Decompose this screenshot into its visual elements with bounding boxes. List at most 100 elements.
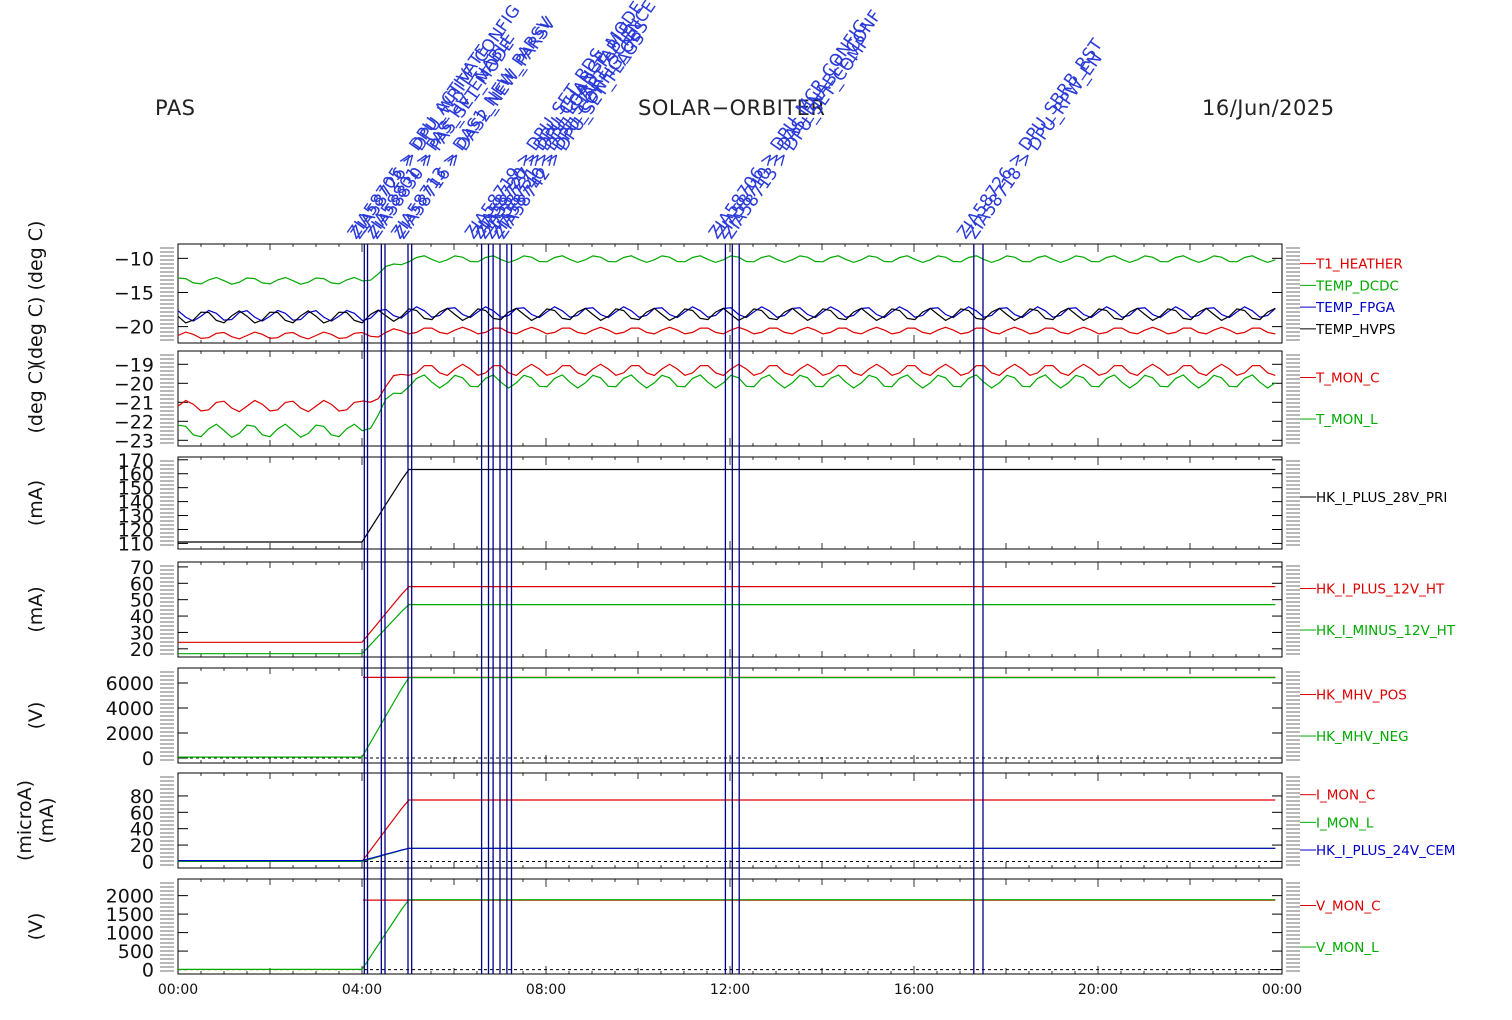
event-lines bbox=[363, 244, 984, 974]
legend-label-hk_i_plus_28v_pri: HK_I_PLUS_28V_PRI bbox=[1316, 490, 1447, 506]
y-tick-label: 30 bbox=[130, 622, 154, 644]
y-axis-label: (mA) bbox=[25, 480, 47, 526]
series-line-i_mon_c bbox=[178, 799, 1276, 862]
y-tick-label: 110 bbox=[118, 533, 154, 555]
y-tick-label: 40 bbox=[130, 606, 154, 628]
y-tick-label: −10 bbox=[114, 248, 154, 270]
series-line-i_mon_l bbox=[178, 847, 1276, 862]
y-tick-label: 1500 bbox=[106, 904, 154, 926]
y-tick-label: 60 bbox=[130, 802, 154, 824]
y-axis-label: (microA) bbox=[14, 780, 36, 861]
y-tick-label: 140 bbox=[118, 492, 154, 514]
y-axis-label: (V) bbox=[25, 702, 47, 730]
series-line-hk_i_plus_12v_ht bbox=[178, 586, 1276, 643]
legend-label-t_mon_c: T_MON_C bbox=[1315, 371, 1380, 387]
legend-label-hk_mhv_pos: HK_MHV_POS bbox=[1316, 688, 1407, 704]
event-label: ZIA58713 > DPU_SET_COMP bbox=[719, 33, 874, 243]
y-tick-label: −22 bbox=[114, 411, 154, 433]
y-tick-label: −20 bbox=[114, 317, 154, 339]
series-line-t_mon_c bbox=[177, 363, 1276, 413]
y-axis-label: (deg C) (deg C) bbox=[25, 221, 47, 367]
panel-frame bbox=[177, 456, 1283, 550]
y-tick-label: 80 bbox=[130, 786, 154, 808]
y-tick-label: 0 bbox=[142, 851, 154, 873]
header-right: 16/Jun/2025 bbox=[1202, 96, 1335, 120]
y-axis-label: (mA) bbox=[25, 586, 47, 632]
header-left: PAS bbox=[155, 96, 196, 120]
y-tick-label: −15 bbox=[114, 282, 154, 304]
legend-label-temp_dcdc: TEMP_DCDC bbox=[1315, 278, 1399, 294]
y-tick-label: 120 bbox=[118, 519, 154, 541]
y-tick-label: 170 bbox=[118, 450, 154, 472]
panel-5: 6000 4000 2000 0 (V) HK_MHV_POS HK_MHV_NEG bbox=[25, 667, 1409, 770]
y-axis-label: (deg C) bbox=[25, 364, 47, 434]
legend-label-hk_i_plus_12v_ht: HK_I_PLUS_12V_HT bbox=[1316, 582, 1445, 598]
y-tick-label: −21 bbox=[114, 392, 154, 414]
y-tick-label: 20 bbox=[130, 639, 154, 661]
legend-label-hk_mhv_neg: HK_MHV_NEG bbox=[1316, 729, 1409, 745]
x-tick-label: 16:00 bbox=[894, 982, 934, 998]
legend-label-i_mon_c: I_MON_C bbox=[1316, 788, 1375, 804]
legend-label-hk_i_minus_12v_ht: HK_I_MINUS_12V_HT bbox=[1316, 623, 1456, 639]
x-axis: 00:00 04:00 08:00 12:00 16:00 20:00 00:00 bbox=[158, 982, 1302, 998]
x-tick-label: 00:00 bbox=[158, 982, 198, 998]
legend-label-v_mon_l: V_MON_L bbox=[1316, 940, 1379, 956]
legend-label-i_mon_l: I_MON_L bbox=[1316, 815, 1374, 831]
y-tick-label: 0 bbox=[142, 960, 154, 982]
y-axis-label: (mA) bbox=[36, 797, 58, 843]
y-tick-label: 0 bbox=[142, 748, 154, 770]
x-tick-label: 00:00 bbox=[1262, 982, 1302, 998]
legend-label-t_mon_l: T_MON_L bbox=[1315, 412, 1378, 428]
series-line-t1_heather bbox=[177, 326, 1276, 340]
y-tick-label: 4000 bbox=[106, 698, 154, 720]
y-tick-label: −19 bbox=[114, 354, 154, 376]
y-tick-label: 2000 bbox=[106, 886, 154, 908]
panel-frame bbox=[177, 667, 1283, 764]
y-tick-label: 20 bbox=[130, 835, 154, 857]
x-tick-label: 08:00 bbox=[526, 982, 566, 998]
series-line-hk_i_plus_24v_cem bbox=[178, 847, 1276, 862]
y-axis-label: (V) bbox=[25, 913, 47, 941]
y-tick-label: 40 bbox=[130, 819, 154, 841]
series-line-temp_dcdc bbox=[177, 255, 1276, 285]
panel-frame bbox=[177, 878, 1283, 975]
legend-label-hk_i_plus_24v_cem: HK_I_PLUS_24V_CEM bbox=[1316, 843, 1455, 859]
legend-label-temp_hvps: TEMP_HVPS bbox=[1315, 322, 1395, 338]
header-center: SOLAR−ORBITER bbox=[638, 96, 826, 120]
y-tick-label: 1000 bbox=[106, 923, 154, 945]
y-tick-label: 60 bbox=[130, 573, 154, 595]
legend-label-t1_heather: T1_HEATHER bbox=[1315, 257, 1403, 273]
x-tick-label: 20:00 bbox=[1078, 982, 1118, 998]
panel-1: −10 −15 −20 (deg C) (deg C) T1_HEATHER TEMP_D… bbox=[25, 221, 1403, 367]
legend-label-temp_fpga: TEMP_FPGA bbox=[1315, 300, 1396, 316]
y-tick-label: 6000 bbox=[106, 673, 154, 695]
legend-label-v_mon_c: V_MON_C bbox=[1316, 899, 1381, 915]
y-tick-label: 500 bbox=[118, 941, 154, 963]
series-line-v_mon_l bbox=[178, 899, 1276, 970]
panels: −10 −15 −20 (deg C) (deg C) T1_HEATHER TEMP_D… bbox=[14, 221, 1456, 982]
y-tick-label: 50 bbox=[130, 590, 154, 612]
series-line-hk_i_plus_28v_pri bbox=[178, 468, 1276, 543]
panel-frame bbox=[177, 772, 1283, 869]
y-tick-label: 70 bbox=[130, 557, 154, 579]
event-label: ZIA58718 > DPU_RPW_EN bbox=[963, 49, 1107, 243]
x-tick-label: 12:00 bbox=[710, 982, 750, 998]
series-line-hk_mhv_neg bbox=[178, 677, 1276, 758]
y-tick-label: 150 bbox=[118, 478, 154, 500]
series-line-hk_i_minus_12v_ht bbox=[178, 604, 1276, 655]
y-tick-label: −20 bbox=[114, 373, 154, 395]
y-tick-label: 130 bbox=[118, 506, 154, 528]
series-line-t_mon_l bbox=[177, 374, 1276, 439]
panel-2: −19−20−21−22−23 (deg C) T_MON_C T_MON_L bbox=[25, 350, 1380, 452]
series-line-temp_hvps bbox=[177, 307, 1276, 324]
y-tick-label: 2000 bbox=[106, 723, 154, 745]
y-tick-label: 160 bbox=[118, 464, 154, 486]
x-tick-label: 04:00 bbox=[342, 982, 382, 998]
y-tick-label: −23 bbox=[114, 430, 154, 452]
